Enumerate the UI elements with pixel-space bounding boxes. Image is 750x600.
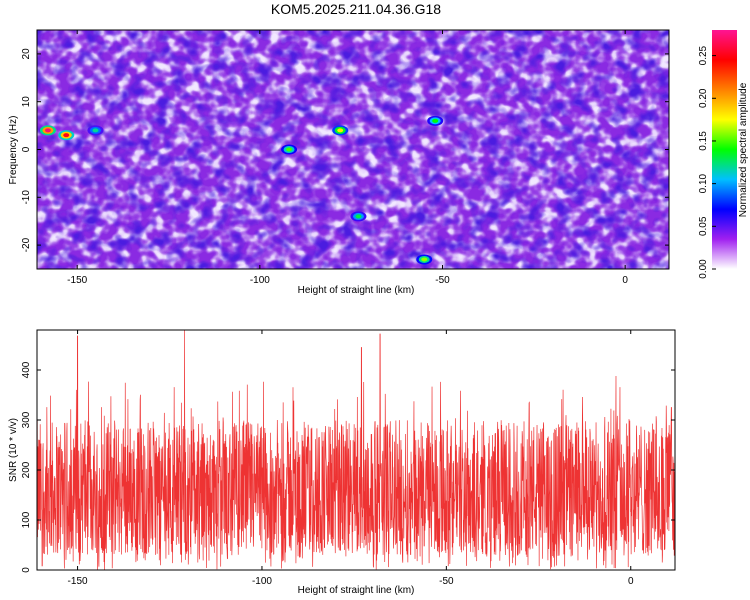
top-x-ticks: -150 -100 -50 0 [67, 30, 628, 286]
bottom-x-tick-label: -150 [68, 576, 88, 587]
bottom-x-tick-label: -100 [252, 576, 272, 587]
heatmap-peak [416, 254, 433, 265]
top-y-axis-label: Frequency (Hz) [8, 116, 19, 185]
heatmap-peaks [39, 115, 444, 265]
heatmap-peak [58, 130, 75, 141]
heatmap-texture-dark [37, 30, 669, 269]
heatmap-peak [350, 211, 367, 222]
snr-panel: -150 -100 -50 0 0 100 200 300 400 Height of str… [8, 329, 676, 596]
colorbar-tick-label: 0.20 [698, 88, 709, 108]
colorbar-tick-label: 0.05 [698, 216, 709, 236]
top-y-tick-label: 0 [21, 146, 32, 152]
bottom-y-axis-label: SNR (10 * v/v) [8, 418, 19, 482]
top-y-tick-label: 20 [21, 48, 32, 60]
colorbar-tick-label: 0.10 [698, 173, 709, 193]
colorbar-ticks: 0.00 0.05 0.10 0.15 0.20 0.25 [698, 45, 716, 279]
colorbar-label: Normalized spectral amplitude [738, 82, 749, 217]
top-x-tick-label: -50 [435, 275, 450, 286]
heatmap-peak [332, 125, 349, 136]
top-x-tick-label: 0 [622, 275, 628, 286]
bottom-y-ticks: 0 100 200 300 400 [21, 361, 675, 573]
top-y-tick-label: -10 [21, 190, 32, 205]
page-title: KOM5.2025.211.04.36.G18 [270, 1, 442, 17]
colorbar: 0.00 0.05 0.10 0.15 0.20 0.25 Normalized spec… [698, 30, 749, 279]
top-x-tick-label: -150 [67, 275, 87, 286]
colorbar-gradient [712, 30, 737, 269]
heatmap-peak [427, 115, 444, 126]
top-y-ticks: -20 -10 0 10 20 [21, 48, 669, 252]
bottom-y-tick-label: 100 [21, 511, 32, 528]
bottom-x-axis-label: Height of straight line (km) [298, 585, 415, 596]
heatmap-peak [39, 125, 56, 136]
top-x-axis-label: Height of straight line (km) [298, 285, 415, 296]
top-x-tick-label: -100 [250, 275, 270, 286]
bottom-y-tick-label: 0 [21, 567, 32, 573]
colorbar-tick-label: 0.00 [698, 259, 709, 279]
bottom-x-tick-label: -50 [439, 576, 454, 587]
bottom-y-tick-label: 300 [21, 411, 32, 428]
heatmap-peak [87, 125, 104, 136]
bottom-x-tick-label: 0 [628, 576, 634, 587]
bottom-y-tick-label: 200 [21, 461, 32, 478]
colorbar-tick-label: 0.15 [698, 131, 709, 151]
bottom-x-ticks: -150 -100 -50 0 [68, 330, 634, 587]
top-y-tick-label: -20 [21, 237, 32, 252]
snr-frame [36, 329, 676, 571]
top-y-tick-label: 10 [21, 96, 32, 108]
heatmap-peak [281, 144, 298, 155]
colorbar-tick-label: 0.25 [698, 45, 709, 65]
bottom-y-tick-label: 400 [21, 361, 32, 378]
snr-series-line [37, 330, 675, 570]
